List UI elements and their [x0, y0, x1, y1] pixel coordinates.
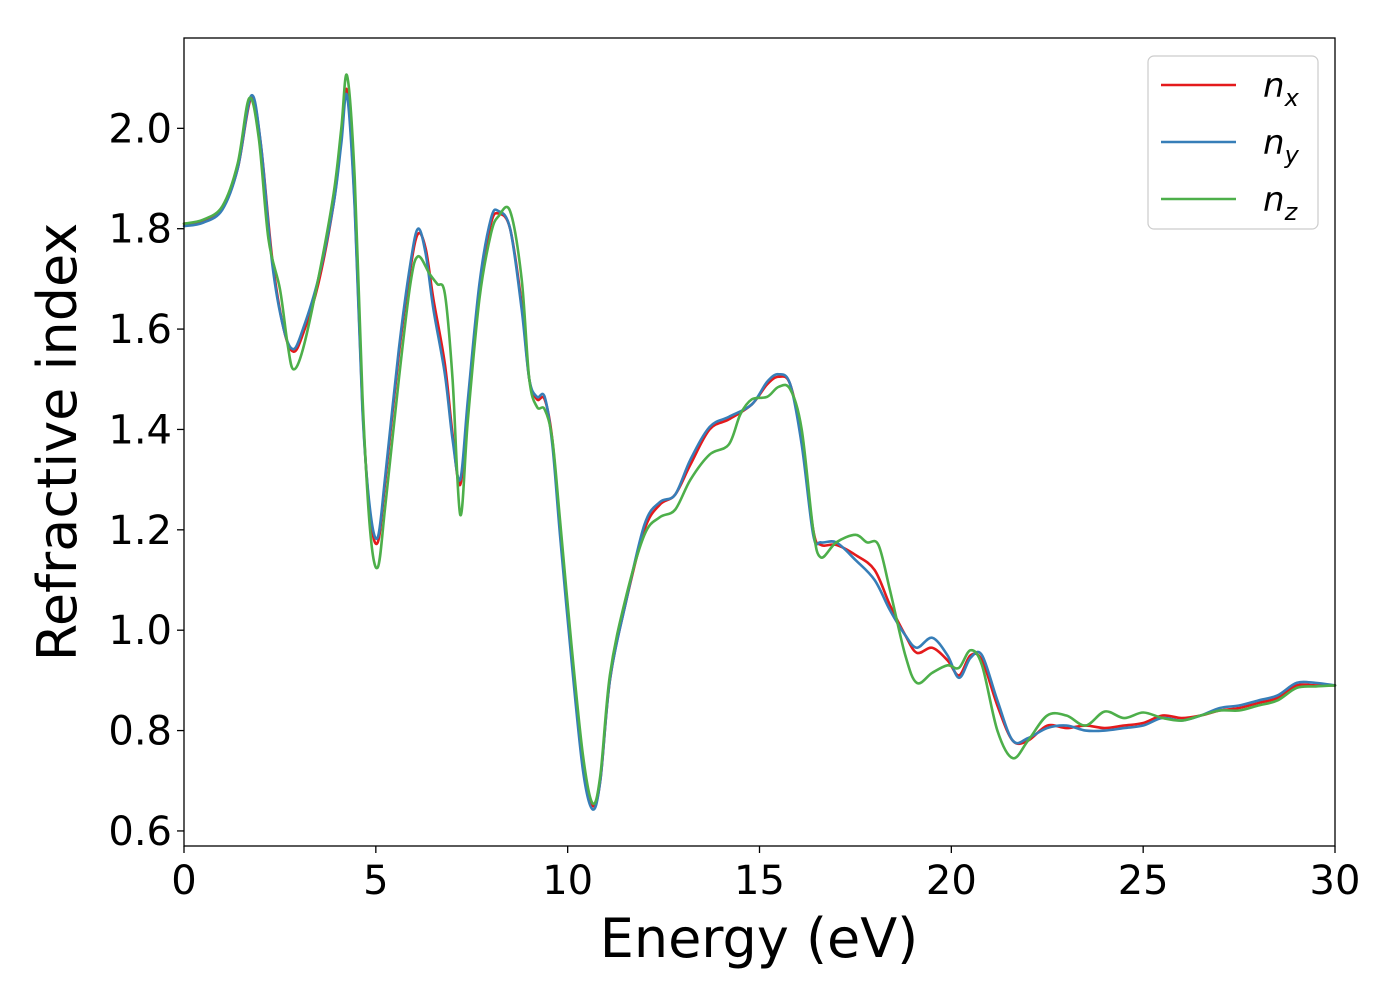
- series-layer: [182, 73, 1337, 811]
- x-tick-label: 25: [1118, 858, 1169, 904]
- legend-label-x: nx: [1263, 66, 1300, 112]
- x-tick-label: 0: [171, 858, 196, 904]
- y-tick-label: 2.0: [108, 106, 172, 152]
- y-axis-label: Refractive index: [26, 223, 89, 662]
- y-tick-label: 1.2: [108, 508, 172, 554]
- legend-items: nx ny nz: [1161, 66, 1300, 226]
- ticks-layer: 0 5 10 15 20 25 30 0.6 0.8 1.0 1.2 1.4 1.6 1.8 2.0: [108, 106, 1360, 904]
- x-axis-label: Energy (eV): [600, 907, 919, 970]
- series-line-z: [182, 73, 1337, 806]
- x-tick-label: 15: [734, 858, 785, 904]
- y-tick-label: 0.8: [108, 709, 172, 755]
- legend-label-z: nz: [1263, 180, 1299, 226]
- legend-label-y: ny: [1263, 123, 1300, 169]
- y-tick-label: 1.4: [108, 407, 172, 453]
- y-tick-label: 1.6: [108, 307, 172, 353]
- x-tick-label: 5: [363, 858, 388, 904]
- x-tick-label: 20: [926, 858, 977, 904]
- x-tick-label: 30: [1310, 858, 1361, 904]
- x-tick-label: 10: [542, 858, 593, 904]
- y-tick-label: 1.8: [108, 207, 172, 253]
- y-tick-label: 1.0: [108, 608, 172, 654]
- y-tick-label: 0.6: [108, 809, 172, 855]
- legend: nx ny nz: [1147, 55, 1319, 230]
